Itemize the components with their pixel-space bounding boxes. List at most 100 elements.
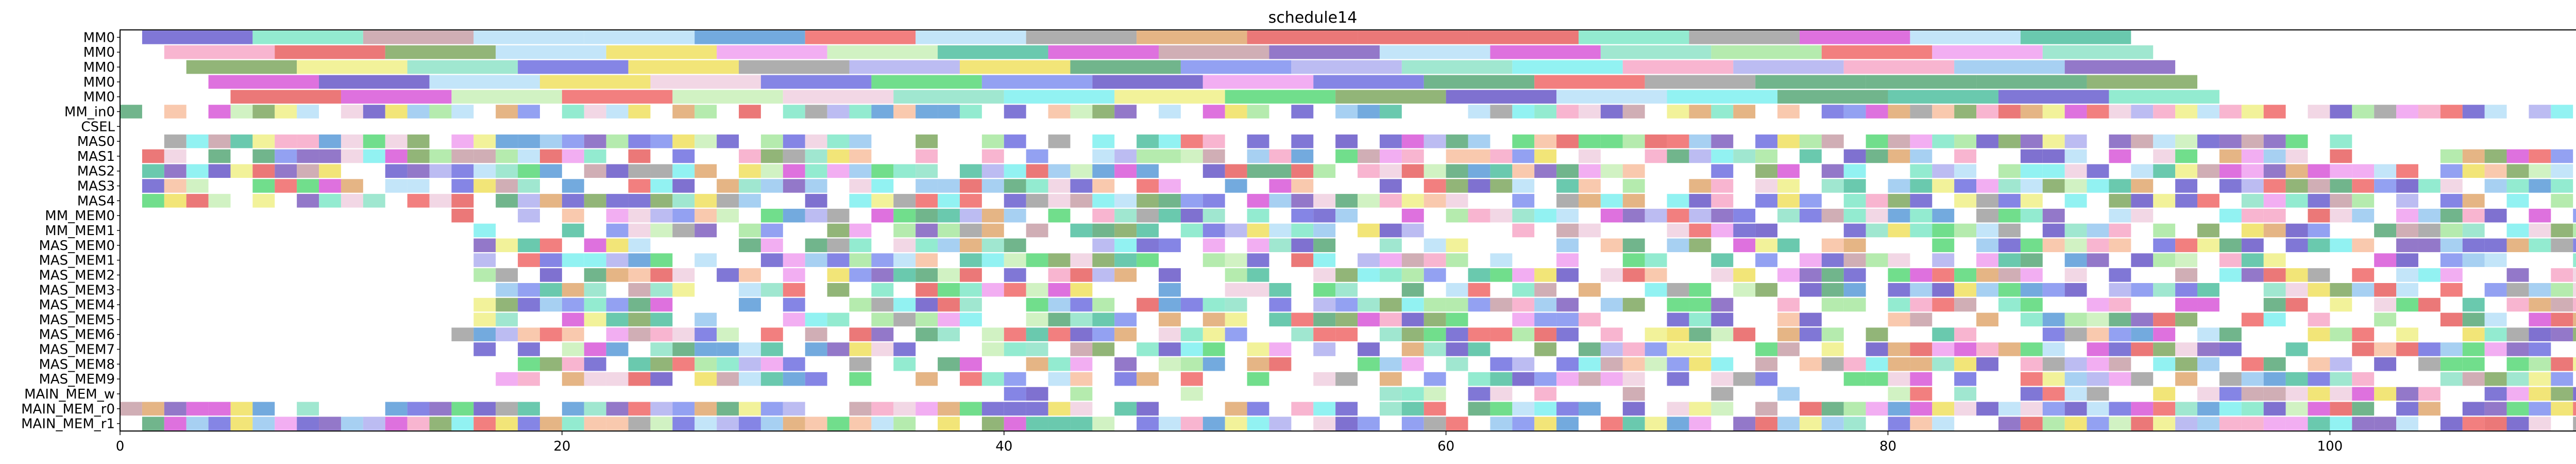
task-bar (1777, 90, 1888, 104)
task-bar (1777, 194, 1800, 208)
task-bar (2020, 238, 2043, 253)
task-bar (2263, 417, 2286, 430)
task-bar (2462, 208, 2485, 223)
task-bar (1954, 327, 1977, 341)
task-bar (1556, 268, 1579, 282)
task-bar (1114, 149, 1137, 163)
task-bar (1600, 238, 1623, 253)
task-bar (1976, 238, 1998, 253)
task-bar (319, 149, 341, 163)
task-bar (2241, 253, 2264, 267)
task-bar (2197, 327, 2219, 341)
task-bar (1247, 357, 1269, 371)
task-bar (2087, 164, 2109, 178)
task-bar (1711, 134, 1734, 148)
task-bar (805, 134, 827, 148)
task-bar (1954, 387, 1977, 401)
task-bar (1048, 134, 1071, 148)
task-bar (2285, 417, 2308, 430)
task-bar (1180, 134, 1203, 148)
task-bar (208, 134, 231, 148)
task-bar (2020, 105, 2043, 119)
task-bar (1137, 149, 1159, 163)
task-bar (2396, 417, 2418, 430)
task-bar (2440, 238, 2463, 253)
task-bar (1446, 283, 1468, 297)
task-bar (1202, 149, 1225, 163)
task-bar (2352, 164, 2375, 178)
task-bar (1888, 268, 1910, 282)
task-bar (606, 105, 629, 119)
task-bar (2131, 417, 2154, 430)
task-bar (849, 297, 872, 312)
task-bar (2529, 387, 2551, 401)
task-bar (1689, 149, 1711, 163)
task-bar (1446, 327, 1468, 341)
task-bar (451, 208, 474, 223)
task-bar (1843, 357, 1866, 371)
task-bar (2020, 134, 2043, 148)
task-bar (1556, 179, 1579, 193)
task-bar (849, 134, 872, 148)
y-axis: MM0MM0MM0MM0MM0MM_in0CSELMAS0MAS1MAS2MAS… (21, 30, 120, 432)
task-bar (1180, 372, 1203, 386)
task-bar (1578, 372, 1601, 386)
task-bar (1622, 164, 1645, 178)
task-bar (1711, 387, 1734, 401)
task-bar (760, 402, 783, 416)
task-bar (672, 402, 695, 416)
task-bar (2484, 283, 2507, 297)
task-bar (2418, 223, 2441, 238)
task-bar (1159, 45, 1269, 59)
task-bar (606, 268, 629, 282)
task-bar (1401, 357, 1424, 371)
task-bar (2020, 402, 2043, 416)
task-bar (1821, 164, 1844, 178)
task-bar (694, 223, 717, 238)
task-bar (1401, 402, 1424, 416)
task-bar (2462, 149, 2485, 163)
task-bar (628, 208, 651, 223)
task-bar (2440, 105, 2463, 119)
task-bar (2462, 357, 2485, 371)
task-bar (584, 105, 606, 119)
task-bar (2440, 253, 2463, 267)
task-bar (1821, 268, 1844, 282)
task-bar (1137, 297, 1159, 312)
task-bar (1446, 208, 1468, 223)
task-bar (1888, 283, 1910, 297)
task-bar (2330, 372, 2352, 386)
task-bar (650, 297, 673, 312)
task-bar (1004, 283, 1026, 297)
task-bar (1667, 105, 1689, 119)
task-bar (959, 283, 982, 297)
task-bar (2219, 327, 2242, 341)
task-bar (1711, 208, 1734, 223)
task-bar (2263, 208, 2286, 223)
task-bar (2352, 327, 2375, 341)
task-bar (1048, 268, 1071, 282)
task-bar (275, 149, 297, 163)
task-bar (2087, 179, 2109, 193)
task-bar (2506, 283, 2529, 297)
task-bar (1159, 194, 1181, 208)
task-bar (1313, 223, 1336, 238)
task-bar (694, 164, 717, 178)
task-bar (1468, 208, 1490, 223)
task-bar (496, 179, 518, 193)
task-bar (2131, 194, 2154, 208)
task-bar (1932, 402, 1955, 416)
task-bar (2440, 208, 2463, 223)
task-bar (1667, 372, 1689, 386)
task-bar (1799, 283, 1822, 297)
task-bar (739, 402, 761, 416)
task-bar (1092, 179, 1115, 193)
task-bar (2529, 149, 2551, 163)
task-bar (628, 194, 651, 208)
task-bar (2374, 223, 2397, 238)
task-bar (2308, 179, 2330, 193)
task-bar (208, 402, 231, 416)
task-bar (2109, 179, 2131, 193)
task-bar (1379, 327, 1402, 341)
task-bar (2396, 342, 2418, 356)
